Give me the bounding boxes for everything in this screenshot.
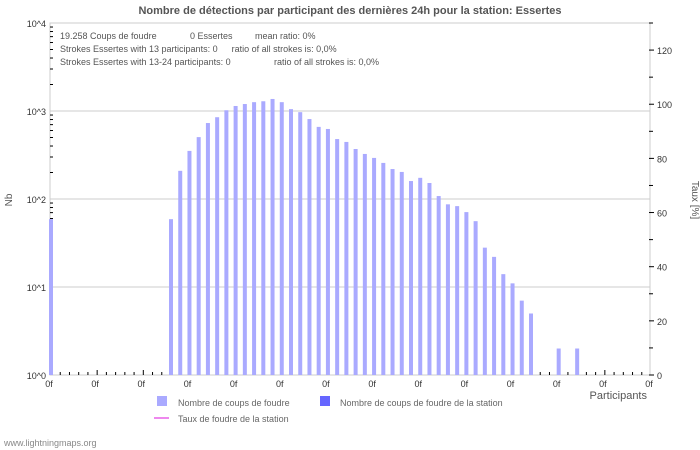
y-tick-label: 10^2 <box>27 195 46 205</box>
x-tick-label: 0f <box>322 379 330 389</box>
bar <box>279 102 284 375</box>
bar <box>261 101 266 376</box>
footer-link[interactable]: www.lightningmaps.org <box>4 438 97 448</box>
bar <box>501 274 506 375</box>
bar <box>335 139 340 375</box>
bar <box>307 119 312 376</box>
chart-title: Nombre de détections par participant des… <box>138 5 561 17</box>
x-tick-label: 0f <box>184 379 192 389</box>
bar <box>510 283 515 375</box>
bar <box>455 206 460 375</box>
x-tick-label: 0f <box>45 379 53 389</box>
bar <box>205 123 210 375</box>
bar <box>187 150 192 375</box>
bar <box>381 162 386 375</box>
info-text: ratio of all strokes is: 0,0% <box>232 44 337 54</box>
x-tick-label: 0f <box>230 379 238 389</box>
x-tick-label: 0f <box>645 379 653 389</box>
bar <box>215 117 220 376</box>
bar <box>362 153 367 375</box>
bar <box>178 170 183 375</box>
x-tick-label: 0f <box>461 379 469 389</box>
bar <box>196 137 201 375</box>
bar <box>289 109 293 375</box>
x-tick-label: 0f <box>507 379 515 389</box>
bar <box>372 157 377 375</box>
bar <box>390 169 395 375</box>
x-axis-label: Participants <box>590 390 648 402</box>
y-right-tick-label: 20 <box>657 317 667 327</box>
legend-label: Nombre de coups de foudre <box>178 398 290 408</box>
bar <box>233 105 238 375</box>
info-text: 19.258 Coups de foudre <box>60 31 157 41</box>
info-text: Strokes Essertes with 13-24 participants… <box>60 57 231 67</box>
x-tick-label: 0f <box>91 379 99 389</box>
bar <box>575 348 580 375</box>
y-tick-label: 10^3 <box>27 107 46 117</box>
x-tick-label: 0f <box>368 379 376 389</box>
bar <box>464 212 469 375</box>
bar <box>482 247 487 375</box>
y-axis-label: Nb <box>4 193 15 206</box>
y-right-tick-label: 80 <box>657 154 667 164</box>
bar <box>49 219 53 375</box>
y-right-tick-label: 0 <box>657 371 662 381</box>
bar <box>344 141 349 375</box>
bar <box>409 181 413 375</box>
bar <box>242 104 247 376</box>
y-tick-label: 10^0 <box>27 371 46 381</box>
y-right-tick-label: 120 <box>657 46 672 56</box>
info-text: 0 Essertes <box>190 31 233 41</box>
y-tick-label: 10^4 <box>27 19 46 29</box>
x-tick-label: 0f <box>276 379 284 389</box>
bar <box>224 110 229 375</box>
bar <box>169 219 173 375</box>
legend-swatch-station <box>320 396 330 406</box>
bar <box>270 98 275 375</box>
bar <box>399 171 404 375</box>
bar <box>316 126 321 376</box>
bar <box>353 148 358 375</box>
y-right-tick-label: 40 <box>657 263 667 273</box>
bar <box>492 256 497 375</box>
legend-swatch-strokes <box>157 396 167 406</box>
y-right-axis-label: Taux [%] <box>689 181 700 220</box>
x-tick-label: 0f <box>414 379 422 389</box>
legend-label: Taux de foudre de la station <box>178 414 289 424</box>
x-tick-label: 0f <box>138 379 146 389</box>
bar <box>325 128 330 375</box>
bar <box>427 182 432 375</box>
y-right-tick-label: 60 <box>657 209 667 219</box>
bar <box>436 196 441 375</box>
bar <box>418 177 423 375</box>
bar <box>556 348 561 375</box>
x-tick-label: 0f <box>599 379 607 389</box>
y-tick-label: 10^1 <box>27 283 46 293</box>
bar <box>529 313 533 375</box>
bar <box>473 221 478 375</box>
legend-label: Nombre de coups de foudre de la station <box>340 398 503 408</box>
info-text: mean ratio: 0% <box>255 31 316 41</box>
bar <box>252 102 257 375</box>
y-right-tick-label: 100 <box>657 100 672 110</box>
bar <box>298 112 303 375</box>
x-tick-label: 0f <box>553 379 561 389</box>
info-text: ratio of all strokes is: 0,0% <box>274 57 379 67</box>
info-text: Strokes Essertes with 13 participants: 0 <box>60 44 218 54</box>
bar <box>445 204 450 375</box>
bar <box>519 300 524 375</box>
